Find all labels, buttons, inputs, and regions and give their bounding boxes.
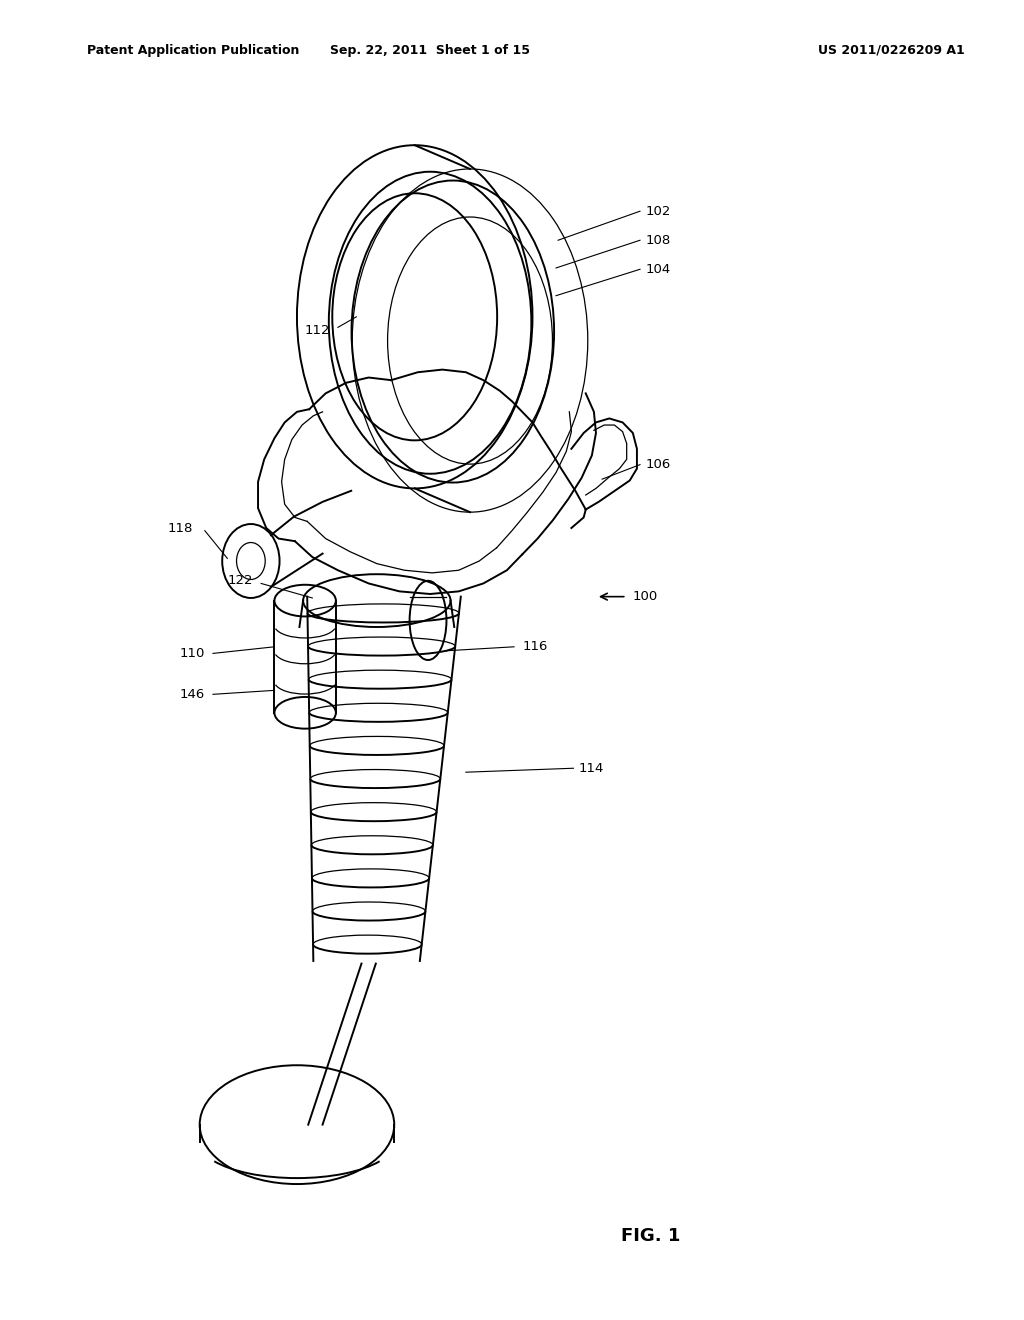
Text: 114: 114	[579, 762, 604, 775]
Text: US 2011/0226209 A1: US 2011/0226209 A1	[817, 44, 965, 57]
Text: 108: 108	[645, 234, 671, 247]
Text: 110: 110	[179, 647, 205, 660]
Text: 118: 118	[167, 521, 193, 535]
Text: 104: 104	[645, 263, 671, 276]
Text: 102: 102	[645, 205, 671, 218]
Text: Sep. 22, 2011  Sheet 1 of 15: Sep. 22, 2011 Sheet 1 of 15	[330, 44, 530, 57]
Text: 122: 122	[227, 574, 253, 587]
Text: 112: 112	[304, 323, 330, 337]
Text: 146: 146	[179, 688, 205, 701]
Text: 106: 106	[645, 458, 671, 471]
Text: Patent Application Publication: Patent Application Publication	[87, 44, 299, 57]
Text: FIG. 1: FIG. 1	[621, 1226, 680, 1245]
Text: 100: 100	[633, 590, 658, 603]
Text: 116: 116	[522, 640, 548, 653]
